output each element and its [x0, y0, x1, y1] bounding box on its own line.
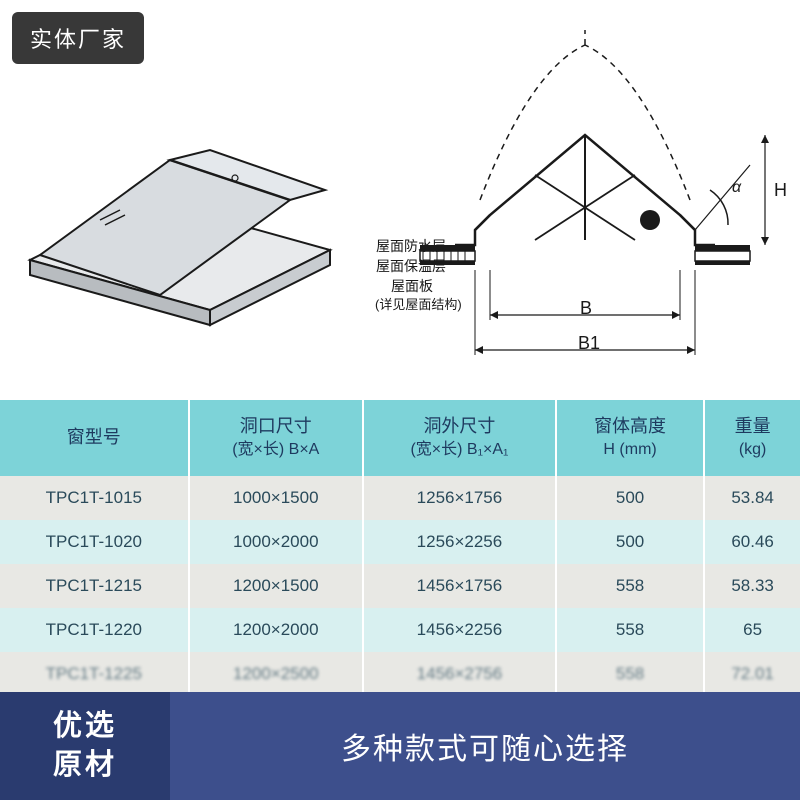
cell-model: TPC1T-1215 — [0, 564, 189, 608]
cell-model: TPC1T-1020 — [0, 520, 189, 564]
cell-height: 558 — [556, 564, 704, 608]
cell-weight: 72.01 — [704, 652, 800, 696]
dim-b: B — [580, 298, 592, 319]
banner-left-line1: 优选 — [53, 707, 117, 746]
diagram-area: α 屋面防水层 屋面保温层 屋面板 (详见屋面结构) B B1 H — [0, 0, 800, 400]
cell-opening: 1000×2000 — [189, 520, 363, 564]
col-weight: 重量(kg) — [704, 400, 800, 476]
cell-model: TPC1T-1015 — [0, 476, 189, 520]
cell-height: 500 — [556, 476, 704, 520]
cell-model: TPC1T-1225 — [0, 652, 189, 696]
cell-height: 558 — [556, 652, 704, 696]
col-height: 窗体高度H (mm) — [556, 400, 704, 476]
cell-outer: 1456×1756 — [363, 564, 556, 608]
document-card: 实体厂家 — [0, 0, 800, 800]
label-insulation: 屋面保温层 — [376, 256, 446, 276]
banner-right: 多种款式可随心选择 — [170, 692, 800, 800]
col-opening: 洞口尺寸(宽×长) B×A — [189, 400, 363, 476]
section-diagram: α — [360, 20, 790, 380]
cell-weight: 60.46 — [704, 520, 800, 564]
dim-b1: B1 — [578, 333, 600, 354]
cell-outer: 1456×2756 — [363, 652, 556, 696]
label-waterproof: 屋面防水层 — [376, 236, 446, 256]
label-note: (详见屋面结构) — [375, 294, 462, 313]
cell-opening: 1200×2000 — [189, 608, 363, 652]
spec-table-wrap: 窗型号 洞口尺寸(宽×长) B×A 洞外尺寸(宽×长) B₁×A₁ 窗体高度H … — [0, 400, 800, 696]
table-row: TPC1T-1215 1200×1500 1456×1756 558 58.33 — [0, 564, 800, 608]
banner-left: 优选 原材 — [0, 692, 170, 800]
banner-right-text: 多种款式可随心选择 — [341, 724, 629, 768]
col-outer: 洞外尺寸(宽×长) B₁×A₁ — [363, 400, 556, 476]
cell-weight: 65 — [704, 608, 800, 652]
cell-opening: 1000×1500 — [189, 476, 363, 520]
cell-outer: 1256×2256 — [363, 520, 556, 564]
isometric-diagram — [10, 60, 350, 330]
cell-opening: 1200×1500 — [189, 564, 363, 608]
dim-h: H — [774, 180, 787, 201]
cell-model: TPC1T-1220 — [0, 608, 189, 652]
spec-table: 窗型号 洞口尺寸(宽×长) B×A 洞外尺寸(宽×长) B₁×A₁ 窗体高度H … — [0, 400, 800, 696]
cell-opening: 1200×2500 — [189, 652, 363, 696]
label-roof-panel: 屋面板 — [391, 276, 433, 296]
cell-weight: 58.33 — [704, 564, 800, 608]
cell-outer: 1256×1756 — [363, 476, 556, 520]
table-row: TPC1T-1220 1200×2000 1456×2256 558 65 — [0, 608, 800, 652]
cell-outer: 1456×2256 — [363, 608, 556, 652]
table-row: TPC1T-1020 1000×2000 1256×2256 500 60.46 — [0, 520, 800, 564]
col-model: 窗型号 — [0, 400, 189, 476]
table-row: TPC1T-1015 1000×1500 1256×1756 500 53.84 — [0, 476, 800, 520]
cell-weight: 53.84 — [704, 476, 800, 520]
cell-height: 500 — [556, 520, 704, 564]
table-row: TPC1T-1225 1200×2500 1456×2756 558 72.01 — [0, 652, 800, 696]
angle-label: α — [732, 179, 742, 196]
cell-height: 558 — [556, 608, 704, 652]
table-header-row: 窗型号 洞口尺寸(宽×长) B×A 洞外尺寸(宽×长) B₁×A₁ 窗体高度H … — [0, 400, 800, 476]
banner-left-line2: 原材 — [53, 746, 117, 785]
